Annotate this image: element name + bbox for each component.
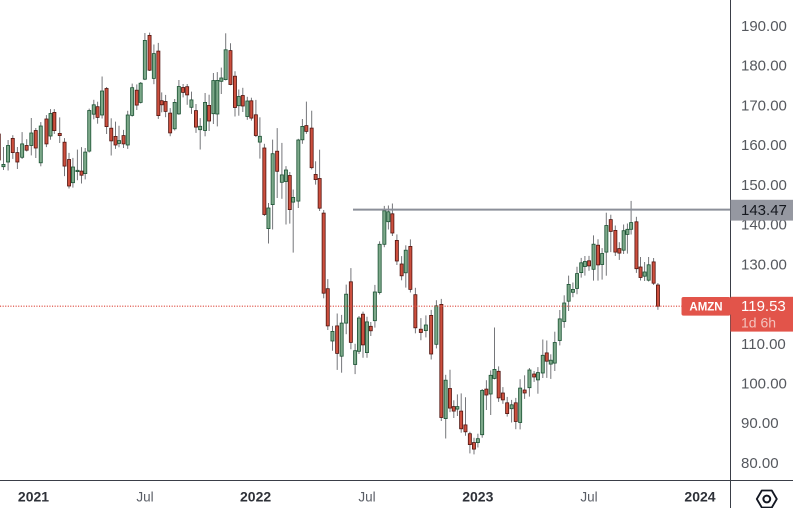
svg-text:143.47: 143.47	[741, 202, 787, 219]
svg-text:80.00: 80.00	[741, 455, 779, 472]
svg-text:160.00: 160.00	[741, 137, 787, 154]
svg-text:Jul: Jul	[136, 490, 153, 505]
svg-text:190.00: 190.00	[741, 18, 787, 35]
svg-text:Jul: Jul	[358, 490, 375, 505]
svg-text:150.00: 150.00	[741, 177, 787, 194]
svg-text:90.00: 90.00	[741, 415, 779, 432]
svg-text:119.53: 119.53	[741, 298, 786, 315]
svg-text:2024: 2024	[684, 489, 715, 505]
svg-text:2021: 2021	[18, 489, 49, 505]
svg-text:100.00: 100.00	[741, 376, 787, 393]
svg-text:140.00: 140.00	[741, 217, 787, 234]
svg-text:2022: 2022	[240, 489, 271, 505]
svg-text:AMZN: AMZN	[689, 302, 722, 314]
svg-text:Jul: Jul	[580, 490, 597, 505]
svg-text:110.00: 110.00	[741, 336, 786, 353]
svg-text:1d 6h: 1d 6h	[741, 315, 776, 331]
svg-text:170.00: 170.00	[741, 97, 787, 114]
svg-text:2023: 2023	[462, 489, 493, 505]
svg-text:130.00: 130.00	[741, 256, 787, 273]
svg-text:180.00: 180.00	[741, 58, 787, 75]
